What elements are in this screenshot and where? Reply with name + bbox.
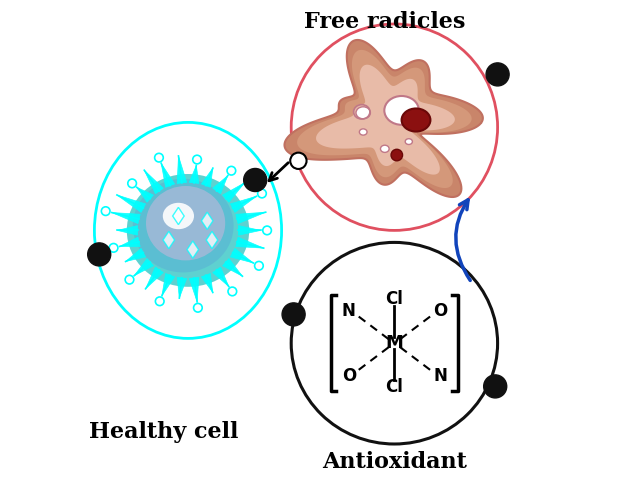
Ellipse shape xyxy=(360,129,367,135)
Polygon shape xyxy=(177,156,187,183)
Polygon shape xyxy=(189,166,199,183)
Circle shape xyxy=(391,149,403,161)
Polygon shape xyxy=(137,187,154,202)
Polygon shape xyxy=(236,237,264,248)
Polygon shape xyxy=(223,259,243,276)
Circle shape xyxy=(263,226,271,235)
Polygon shape xyxy=(212,267,228,287)
Polygon shape xyxy=(223,183,244,202)
Polygon shape xyxy=(212,176,228,194)
Polygon shape xyxy=(163,231,175,249)
Text: Cl: Cl xyxy=(385,378,403,396)
Circle shape xyxy=(282,303,305,326)
Text: O: O xyxy=(342,367,356,385)
Polygon shape xyxy=(202,212,213,229)
Polygon shape xyxy=(162,274,175,296)
Polygon shape xyxy=(112,213,140,224)
FancyArrowPatch shape xyxy=(456,200,470,280)
Ellipse shape xyxy=(380,145,389,153)
Circle shape xyxy=(101,207,110,216)
Polygon shape xyxy=(145,267,163,289)
Circle shape xyxy=(484,375,507,398)
Polygon shape xyxy=(117,195,146,212)
Circle shape xyxy=(258,189,266,198)
Polygon shape xyxy=(239,226,261,235)
Polygon shape xyxy=(120,237,140,247)
Circle shape xyxy=(290,153,307,169)
Polygon shape xyxy=(202,274,212,292)
Ellipse shape xyxy=(127,174,249,287)
Ellipse shape xyxy=(163,203,194,229)
Circle shape xyxy=(486,63,509,86)
Circle shape xyxy=(193,303,202,312)
Polygon shape xyxy=(230,249,253,263)
Circle shape xyxy=(193,155,202,164)
Text: Antioxidant: Antioxidant xyxy=(322,451,467,473)
Circle shape xyxy=(227,167,236,175)
Polygon shape xyxy=(236,212,266,224)
Polygon shape xyxy=(117,226,138,235)
Polygon shape xyxy=(316,65,455,175)
Text: O: O xyxy=(433,301,447,320)
Circle shape xyxy=(244,168,267,192)
Polygon shape xyxy=(230,196,257,212)
Text: N: N xyxy=(342,301,356,320)
Text: Healthy cell: Healthy cell xyxy=(90,421,239,443)
Circle shape xyxy=(155,153,163,162)
Ellipse shape xyxy=(402,108,431,132)
Ellipse shape xyxy=(146,186,225,260)
Circle shape xyxy=(109,243,118,252)
Ellipse shape xyxy=(133,179,234,273)
Polygon shape xyxy=(189,277,199,302)
Circle shape xyxy=(88,243,111,266)
Polygon shape xyxy=(134,259,154,276)
Polygon shape xyxy=(144,170,163,194)
Polygon shape xyxy=(177,277,187,298)
Circle shape xyxy=(255,262,263,270)
Circle shape xyxy=(128,179,136,188)
Ellipse shape xyxy=(356,107,371,119)
Circle shape xyxy=(125,276,134,284)
Text: M: M xyxy=(385,334,403,352)
Ellipse shape xyxy=(412,113,424,122)
Polygon shape xyxy=(297,50,472,188)
Text: Cl: Cl xyxy=(385,290,403,308)
Ellipse shape xyxy=(405,139,412,144)
Polygon shape xyxy=(161,163,175,187)
Polygon shape xyxy=(285,40,483,197)
Polygon shape xyxy=(187,241,198,258)
Circle shape xyxy=(228,287,237,296)
Polygon shape xyxy=(206,231,218,249)
Polygon shape xyxy=(202,168,213,187)
Ellipse shape xyxy=(385,96,419,125)
Text: N: N xyxy=(433,367,447,385)
Circle shape xyxy=(156,297,164,306)
Polygon shape xyxy=(125,249,146,262)
Polygon shape xyxy=(173,207,184,225)
Text: Free radicles: Free radicles xyxy=(304,11,465,33)
